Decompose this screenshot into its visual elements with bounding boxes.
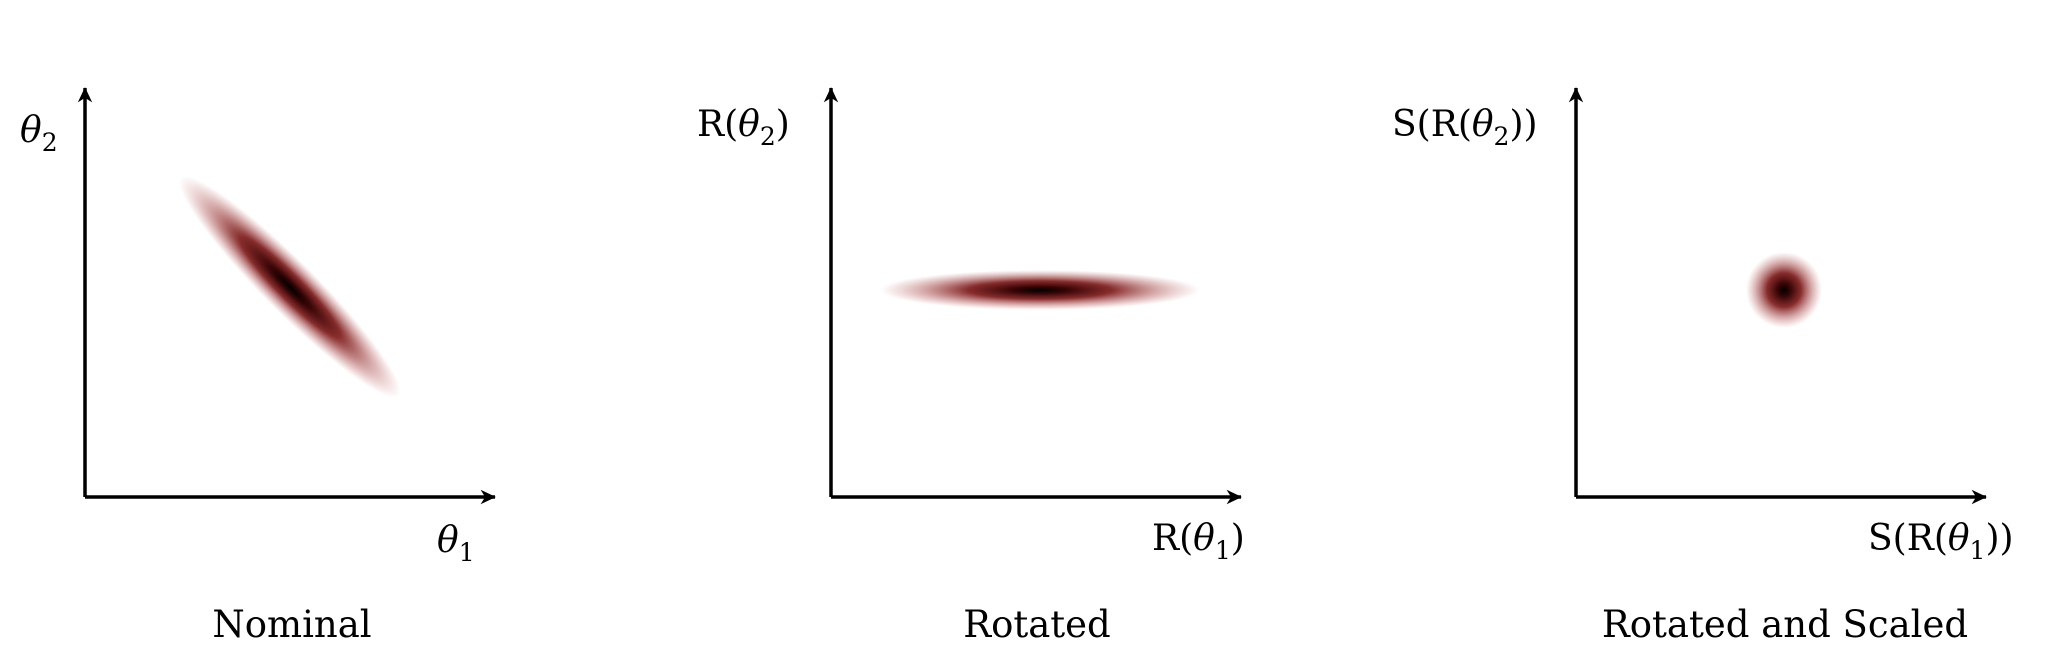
panel-caption-nominal: Nominal bbox=[212, 603, 371, 646]
panel-caption-rotated: Rotated bbox=[963, 603, 1111, 646]
y-axis-label-rotated-scaled: S(R(θ2)) bbox=[1392, 104, 1538, 151]
panel-rotated: R(θ2) R(θ1) Rotated bbox=[697, 87, 1245, 646]
y-axis-label-rotated: R(θ2) bbox=[697, 104, 790, 151]
distribution-blob-nominal bbox=[178, 175, 402, 399]
distribution-blob-rotated-scaled bbox=[1746, 252, 1822, 328]
panel-nominal: θ2 θ1 Nominal bbox=[20, 87, 496, 646]
distribution-blob-rotated bbox=[880, 270, 1200, 310]
x-axis-label-nominal: θ1 bbox=[437, 520, 475, 567]
y-axis-label-nominal: θ2 bbox=[20, 110, 58, 157]
panel-rotated-scaled: S(R(θ2)) S(R(θ1)) Rotated and Scaled bbox=[1392, 87, 2014, 646]
x-axis-label-rotated: R(θ1) bbox=[1152, 518, 1245, 565]
x-axis-label-rotated-scaled: S(R(θ1)) bbox=[1868, 518, 2014, 565]
panel-caption-rotated-scaled: Rotated and Scaled bbox=[1602, 603, 1968, 646]
